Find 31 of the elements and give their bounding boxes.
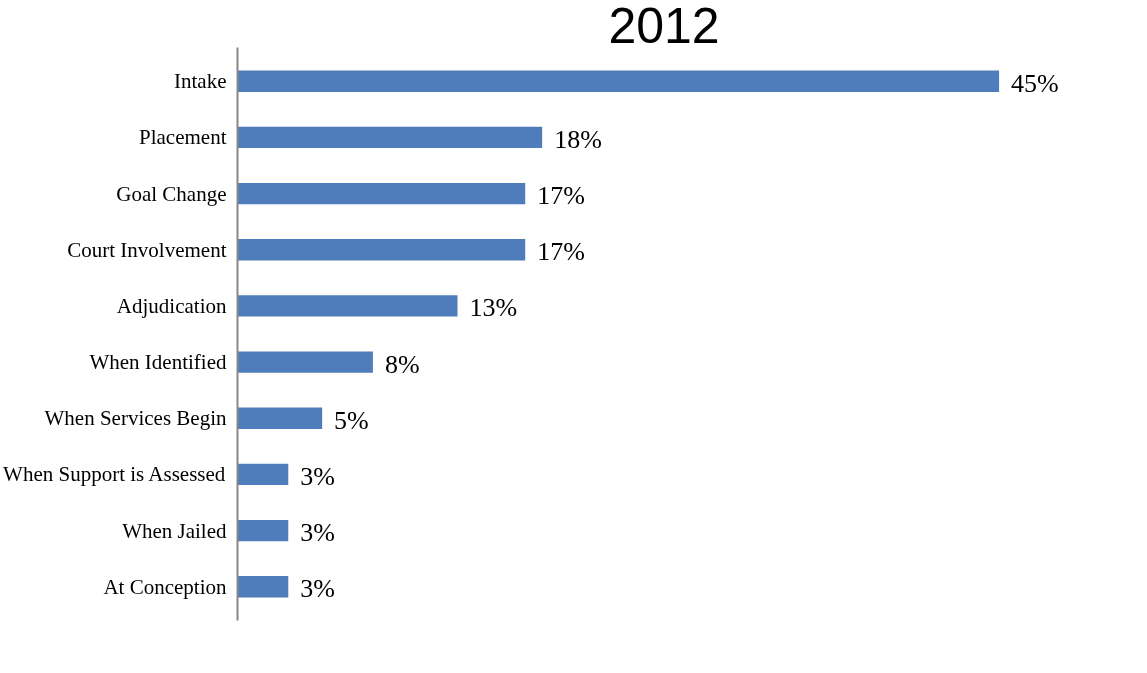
data-label: 3% [300, 574, 335, 604]
data-label: 17% [537, 181, 585, 211]
y-tick-label: When Identified [89, 350, 227, 375]
y-tick-label: Intake [174, 69, 227, 94]
bar [237, 576, 289, 598]
y-tick-label: At Conception [103, 574, 227, 599]
bar [237, 182, 526, 205]
bar [237, 407, 323, 429]
bar [237, 519, 289, 542]
chart-title: 2012 [608, 0, 720, 54]
y-tick-label: When Support is Assessed [3, 462, 226, 487]
y-tick-label: Adjudication [116, 293, 227, 318]
y-tick-label: Court Involvement [67, 237, 227, 262]
bar [237, 239, 526, 261]
data-label: 45% [1011, 68, 1059, 98]
data-label: 13% [469, 293, 518, 323]
data-label: 3% [300, 518, 335, 548]
data-label: 8% [384, 349, 420, 379]
bar [237, 463, 289, 486]
data-label: 5% [334, 405, 369, 435]
data-label: 17% [537, 237, 585, 267]
bar [237, 351, 373, 373]
y-tick-label: When Services Begin [44, 406, 227, 431]
bar [237, 126, 543, 149]
data-label: 18% [554, 124, 602, 154]
y-tick-label: When Jailed [122, 518, 227, 543]
bar [237, 70, 1000, 92]
y-tick-label: Placement [139, 125, 227, 150]
y-tick-label: Goal Change [116, 181, 227, 206]
bar [237, 295, 458, 317]
data-label: 3% [300, 461, 335, 491]
